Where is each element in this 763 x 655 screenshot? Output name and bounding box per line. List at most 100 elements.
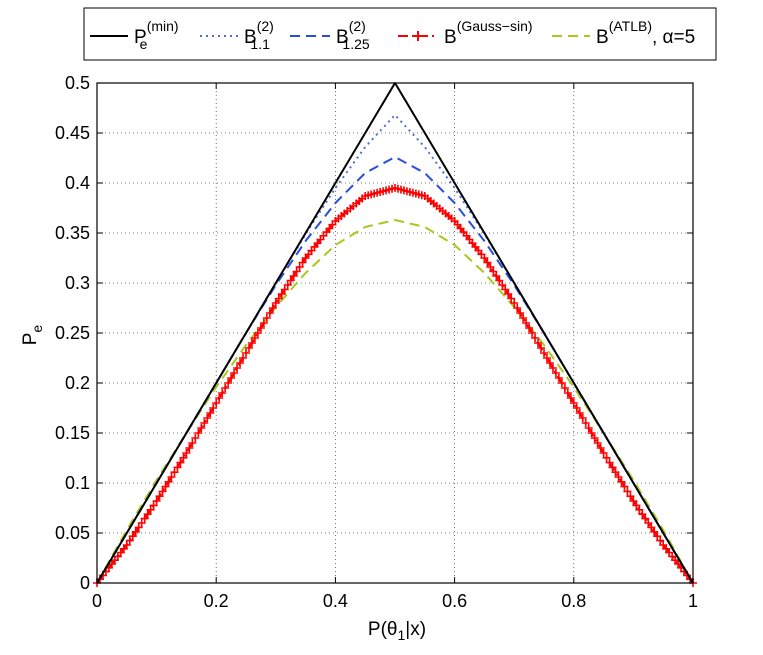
point-marker bbox=[250, 334, 259, 342]
point-marker bbox=[230, 369, 239, 377]
point-marker bbox=[268, 304, 277, 312]
point-marker bbox=[575, 409, 584, 417]
point-marker bbox=[212, 399, 221, 407]
point-marker bbox=[525, 324, 534, 332]
point-marker bbox=[227, 374, 236, 382]
point-marker bbox=[510, 299, 519, 307]
point-marker bbox=[200, 419, 209, 427]
y-tick-label: 0.1 bbox=[65, 473, 90, 493]
x-tick-label: 0 bbox=[92, 591, 102, 611]
x-tick-labels: 0 0.2 0.4 0.6 0.8 1 bbox=[92, 591, 698, 611]
point-marker bbox=[155, 492, 164, 501]
point-marker bbox=[274, 294, 283, 303]
point-marker bbox=[247, 339, 256, 347]
point-marker bbox=[513, 304, 522, 312]
point-marker bbox=[519, 314, 528, 322]
point-marker bbox=[221, 384, 230, 392]
x-tick-label: 0.6 bbox=[442, 591, 467, 611]
point-marker bbox=[289, 272, 298, 280]
y-tick-label: 0.5 bbox=[65, 73, 90, 93]
legend-item-2: B(2) 1.25 bbox=[290, 18, 370, 52]
legend-item-4: B(ATLB), α=5 bbox=[552, 18, 695, 48]
point-marker bbox=[587, 429, 596, 437]
legend-box bbox=[83, 7, 717, 61]
point-marker bbox=[262, 314, 271, 322]
legend-label-sup: (2) bbox=[257, 18, 274, 34]
point-marker bbox=[173, 463, 182, 472]
point-marker bbox=[557, 379, 566, 387]
point-marker bbox=[242, 349, 250, 357]
point-marker bbox=[283, 281, 292, 289]
point-marker bbox=[489, 267, 498, 276]
point-marker bbox=[176, 458, 185, 467]
y-tick-label: 0 bbox=[80, 573, 90, 593]
x-tick-label: 0.4 bbox=[323, 591, 348, 611]
point-marker bbox=[623, 487, 632, 496]
point-marker bbox=[554, 374, 563, 382]
point-marker bbox=[608, 463, 617, 472]
point-marker bbox=[256, 324, 265, 332]
point-marker bbox=[218, 389, 227, 397]
point-marker bbox=[548, 364, 557, 372]
point-marker bbox=[244, 344, 253, 352]
point-marker bbox=[253, 329, 262, 337]
legend-label-sup: (ATLB) bbox=[609, 18, 652, 34]
legend-label-base: B bbox=[444, 27, 457, 48]
point-marker bbox=[167, 473, 176, 481]
point-marker bbox=[128, 532, 137, 541]
point-marker bbox=[298, 258, 307, 267]
point-marker bbox=[611, 468, 620, 477]
point-marker bbox=[194, 429, 203, 437]
legend-label-sub: 1.25 bbox=[342, 36, 369, 52]
point-marker bbox=[495, 276, 504, 285]
y-axis-label-base: P bbox=[20, 333, 41, 346]
point-marker bbox=[650, 527, 659, 536]
point-marker bbox=[197, 424, 206, 432]
point-marker bbox=[653, 532, 662, 541]
point-marker bbox=[656, 536, 665, 545]
x-axis-label-sub: 1 bbox=[398, 627, 406, 643]
point-marker bbox=[480, 254, 489, 262]
legend-item-3: B(Gauss−sin) bbox=[398, 18, 533, 48]
legend-label: B(2) 1.1 bbox=[244, 18, 274, 52]
point-marker bbox=[292, 267, 301, 276]
point-marker bbox=[566, 394, 575, 402]
point-marker bbox=[209, 404, 218, 412]
point-marker bbox=[188, 439, 197, 447]
y-tick-label: 0.3 bbox=[65, 273, 90, 293]
point-marker bbox=[164, 477, 173, 486]
point-marker bbox=[581, 419, 590, 427]
point-marker bbox=[280, 285, 289, 294]
point-marker bbox=[239, 354, 248, 362]
point-marker bbox=[486, 263, 495, 271]
point-marker bbox=[569, 399, 578, 407]
legend-label-sub: 1.1 bbox=[250, 36, 270, 52]
y-tick-label: 0.2 bbox=[65, 373, 90, 393]
legend-label: P(min) e bbox=[134, 18, 179, 52]
point-marker bbox=[146, 505, 155, 514]
point-marker bbox=[522, 319, 531, 327]
point-marker bbox=[259, 319, 268, 327]
y-axis-label: Pe bbox=[20, 325, 45, 346]
point-marker bbox=[265, 309, 274, 317]
y-tick-label: 0.15 bbox=[55, 423, 90, 443]
legend-item-1: B(2) 1.1 bbox=[200, 18, 274, 52]
point-marker bbox=[152, 497, 161, 505]
point-marker bbox=[584, 424, 593, 432]
legend-marker bbox=[413, 31, 423, 41]
point-marker bbox=[560, 384, 569, 392]
point-marker bbox=[647, 523, 656, 532]
legend-label-suffix: , α=5 bbox=[652, 27, 695, 48]
point-marker bbox=[158, 487, 167, 496]
point-marker bbox=[504, 290, 513, 298]
point-marker bbox=[572, 404, 581, 412]
point-marker bbox=[632, 501, 641, 510]
point-marker bbox=[143, 510, 152, 519]
point-marker bbox=[545, 359, 554, 367]
point-marker bbox=[295, 263, 304, 271]
legend-label: B(Gauss−sin) bbox=[444, 18, 533, 48]
point-marker bbox=[590, 434, 599, 442]
point-marker bbox=[626, 492, 635, 501]
point-marker bbox=[224, 379, 233, 387]
